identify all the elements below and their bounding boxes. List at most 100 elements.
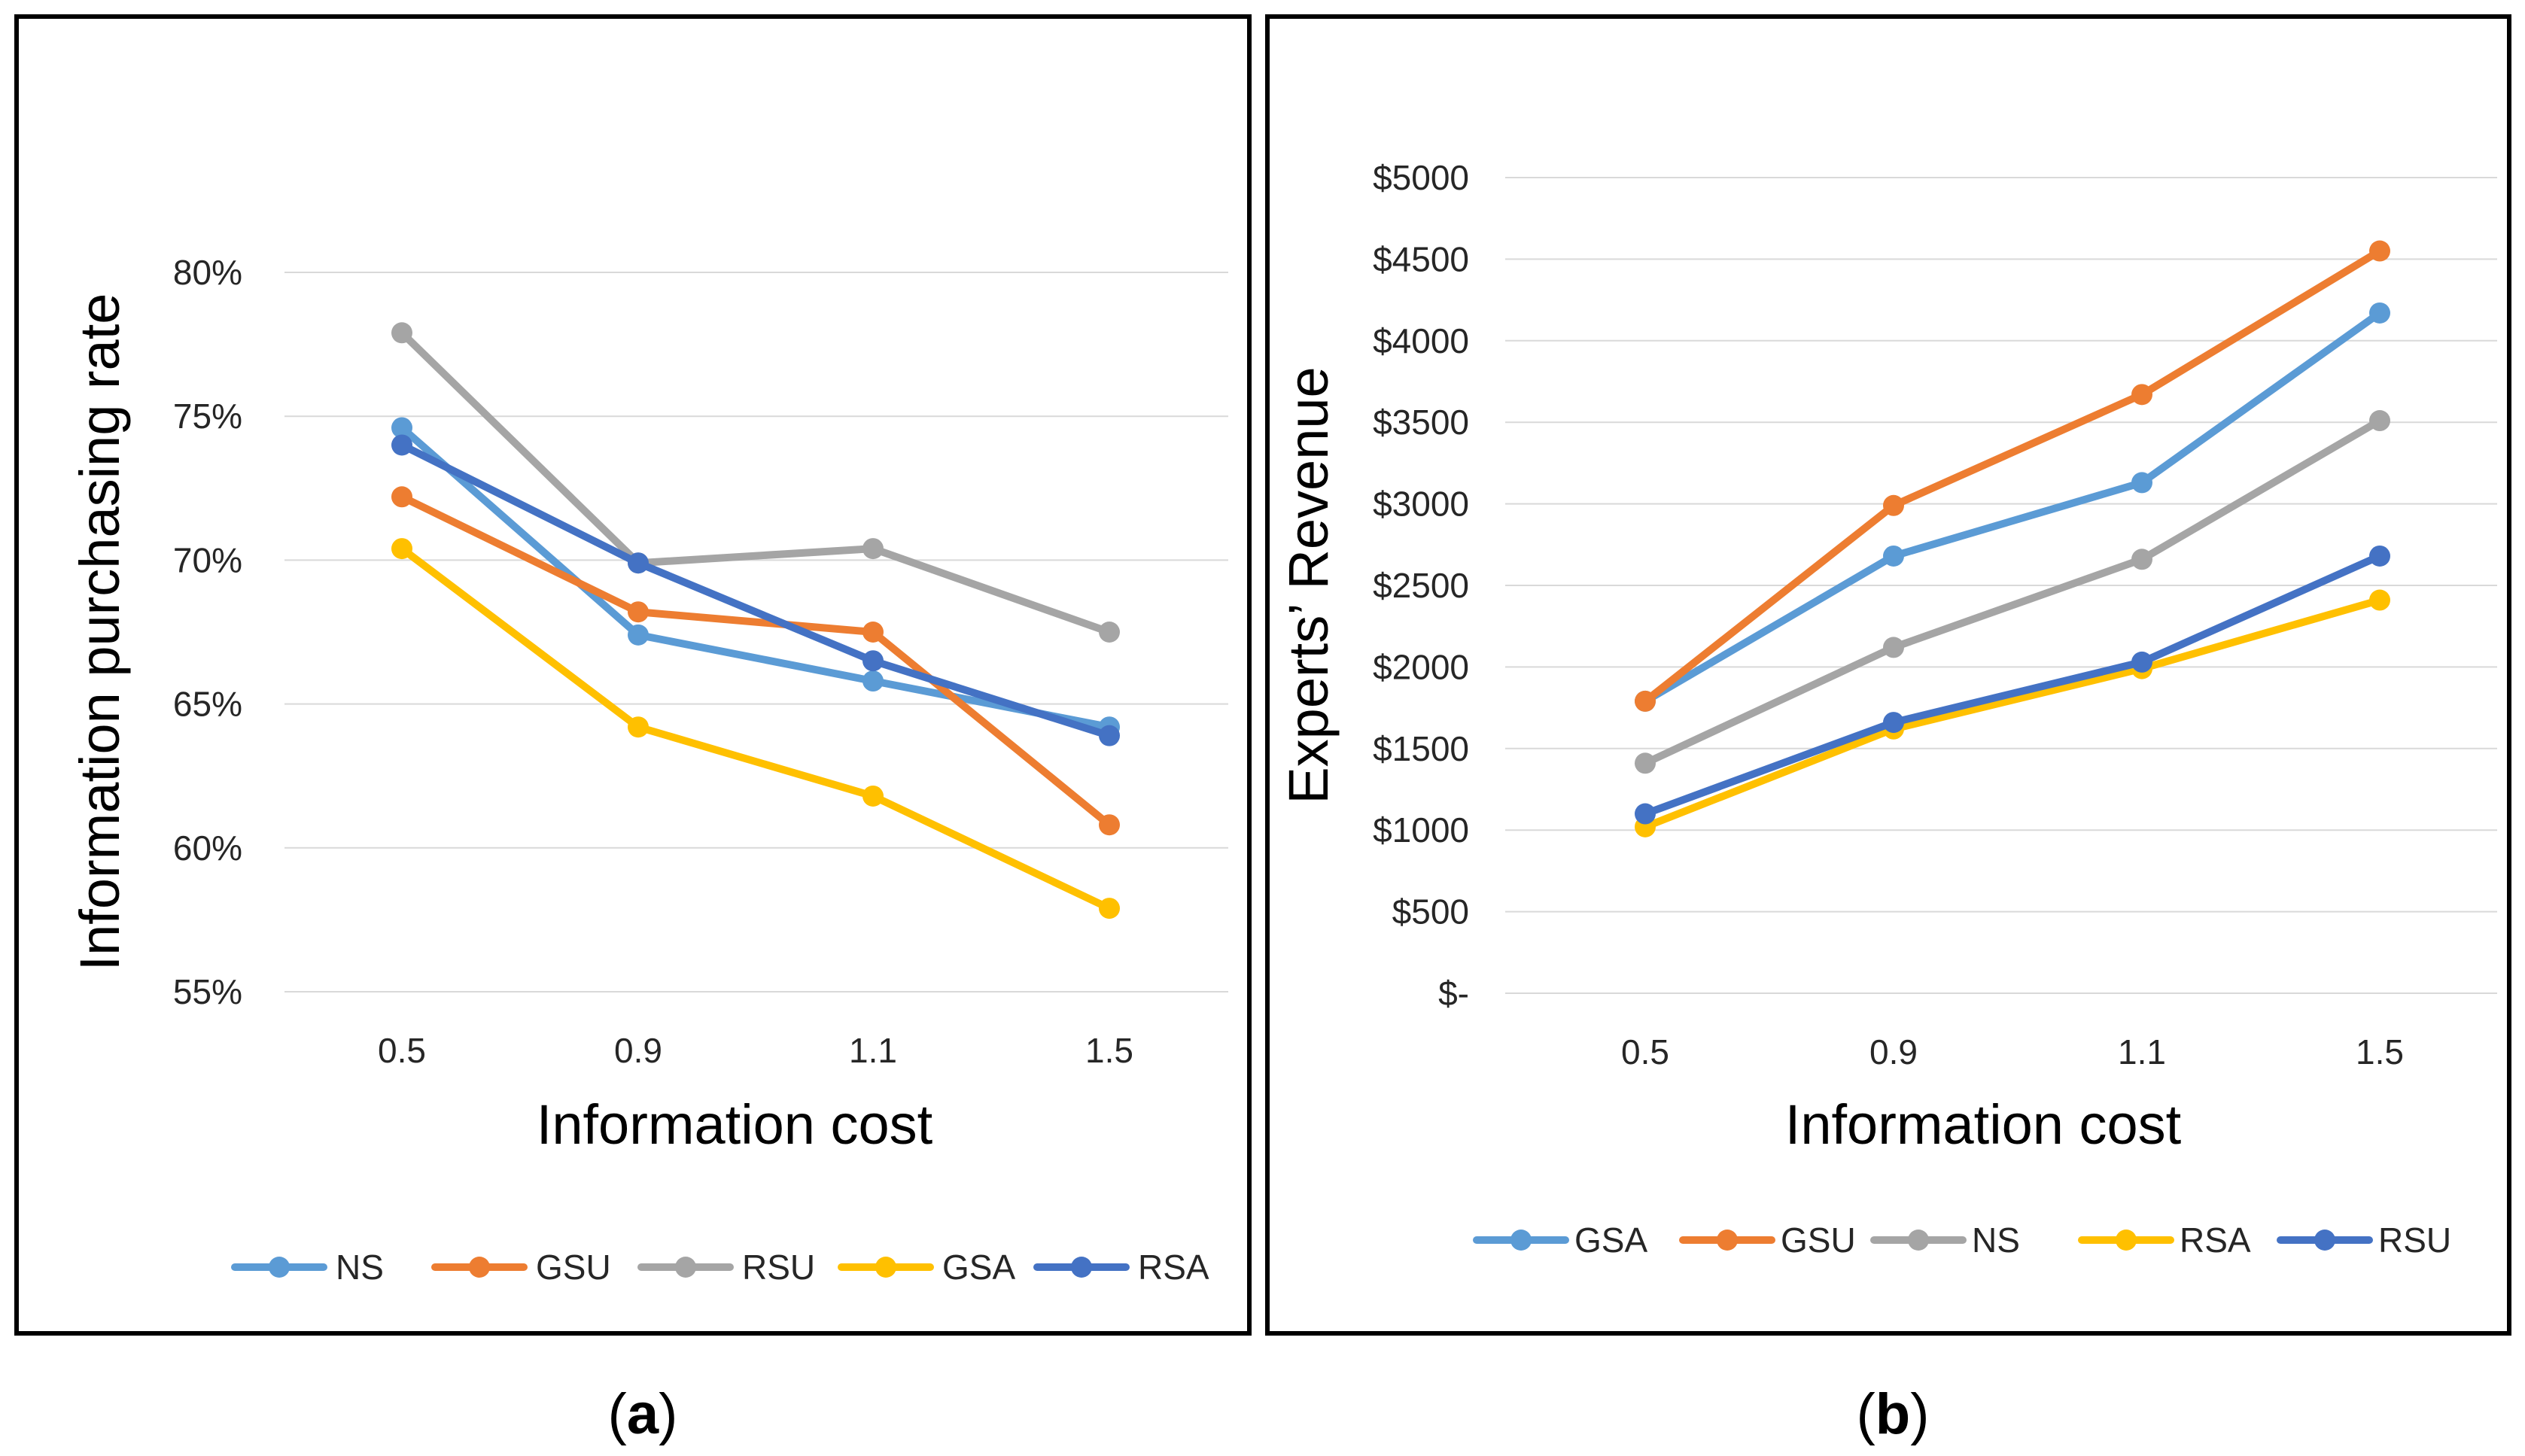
chart-b-legend-gsa-marker (1510, 1230, 1532, 1251)
panel-label-b: (b) (1856, 1382, 1929, 1446)
chart-b-series-rsu-point (1635, 803, 1656, 825)
chart-a-series-gsa-point (1099, 898, 1120, 919)
chart-a-legend-ns-marker (269, 1257, 290, 1278)
chart-a-series-ns-point (628, 624, 649, 646)
chart-b-legend-gsa-label: GSA (1574, 1220, 1647, 1260)
chart-a-series-rsa-line (398, 441, 1113, 740)
chart-a-series-rsu-line (398, 329, 1113, 636)
chart-a-series-rsa-point (862, 650, 884, 672)
chart-a-legend-gsa-marker (875, 1257, 896, 1278)
chart-b-series-rsu-point (2369, 545, 2390, 567)
chart-a-legend-gsa-label: GSA (942, 1248, 1015, 1287)
chart-a-legend-gsu-marker (469, 1257, 490, 1278)
panel-a-frame (14, 14, 1252, 1336)
chart-a-legend-rsa-marker (1071, 1257, 1092, 1278)
chart-a-series-gsa-line (398, 545, 1113, 913)
chart-a-series-rsu-point (1099, 622, 1120, 643)
chart-b-ytick-label: $2500 (1373, 566, 1469, 605)
chart-a-xtick-label: 1.5 (1085, 1031, 1133, 1070)
chart-b-series-gsu-point (2369, 240, 2390, 262)
chart-b-ytick-label: $4500 (1373, 239, 1469, 278)
chart-b-ytick-label: $- (1438, 974, 1469, 1013)
chart-a-series-gsu-line (398, 493, 1113, 829)
chart-a-series-gsu-point (391, 486, 412, 508)
chart-a-ytick-label: 55% (173, 972, 242, 1011)
chart-b-series-gsu-point (1635, 690, 1656, 712)
chart-a-series-gsu-point (628, 601, 649, 623)
chart-b-xtick-label: 0.9 (1869, 1032, 1918, 1071)
chart-a-legend-rsa-label: RSA (1138, 1248, 1209, 1287)
chart-b-series-rsa-line (1641, 596, 2384, 831)
chart-a-series-gsu-point (1099, 814, 1120, 836)
chart-a-ytick-label: 65% (173, 685, 242, 724)
chart-a-ytick-label: 70% (173, 540, 242, 579)
chart-a-series-rsu-point (862, 538, 884, 560)
chart-a-legend-gsu-label: GSU (536, 1248, 611, 1287)
chart-b-series-gsa-point (2369, 302, 2390, 324)
chart-b-series-rsu-line (1641, 552, 2384, 818)
chart-a-ytick-label: 80% (173, 253, 242, 292)
chart-b-xtick-label: 0.5 (1621, 1032, 1669, 1071)
chart-b-series-gsu-line (1641, 247, 2384, 705)
chart-b-xtick-label: 1.1 (2118, 1032, 2166, 1071)
chart-a-y-axis-title: Information purchasing rate (68, 293, 131, 971)
chart-b-series-ns-point (2369, 410, 2390, 432)
chart-b-ytick-label: $2000 (1373, 647, 1469, 686)
chart-panel-b: $- $500 $1000 $1500 $2000 $2500 $3000 $3500 $400… (1277, 158, 2497, 1260)
chart-b-series-gsu-point (2131, 384, 2152, 406)
chart-b-legend-rsu-marker (2314, 1230, 2335, 1251)
chart-b-legend-gsu-label: GSU (1781, 1220, 1856, 1260)
chart-a-legend-rsu-label: RSU (742, 1248, 815, 1287)
chart-b-series-rsa-point (2369, 589, 2390, 611)
chart-b-series-ns-point (1635, 752, 1656, 774)
chart-b-x-axis-title: Information cost (1785, 1093, 2182, 1156)
chart-a-xtick-label: 0.9 (614, 1031, 662, 1070)
chart-b-ytick-label: $4000 (1373, 321, 1469, 360)
chart-b-series-ns-point (1883, 637, 1904, 658)
chart-b-series-gsa-point (2131, 472, 2152, 494)
chart-a-legend-rsu-marker (675, 1257, 696, 1278)
chart-b-xtick-label: 1.5 (2356, 1032, 2404, 1071)
chart-b-legend-rsa-marker (2116, 1230, 2137, 1251)
chart-a-series-gsa-point (628, 716, 649, 738)
chart-b-ytick-label: $3500 (1373, 403, 1469, 442)
chart-b-legend-ns-marker (1908, 1230, 1929, 1251)
chart-b-legend-ns-label: NS (1972, 1220, 2020, 1260)
chart-b-y-axis-title: Experts’ Revenue (1277, 366, 1340, 804)
chart-a-ytick-label: 60% (173, 828, 242, 868)
chart-b-legend-rsa-label: RSA (2180, 1220, 2251, 1260)
chart-b-ytick-label: $1000 (1373, 810, 1469, 850)
chart-b-series-gsa-point (1883, 545, 1904, 567)
chart-a-series-rsa-point (628, 552, 649, 574)
chart-b-ytick-label: $5000 (1373, 158, 1469, 197)
chart-b-series-ns-point (2131, 549, 2152, 570)
chart-b-series-gsa-line (1641, 309, 2384, 705)
chart-a-series-gsu-point (862, 622, 884, 643)
chart-b-ytick-label: $500 (1392, 892, 1469, 932)
chart-a-series-rsa-point (391, 434, 412, 456)
chart-a-ytick-label: 75% (173, 397, 242, 436)
chart-b-legend-gsu-marker (1717, 1230, 1738, 1251)
chart-a-xtick-label: 0.5 (378, 1031, 426, 1070)
chart-a-series-rsu-point (391, 322, 412, 344)
chart-b-series-rsu-point (2131, 651, 2152, 673)
chart-a-legend-ns-label: NS (336, 1248, 384, 1287)
chart-b-series-rsu-point (1883, 712, 1904, 734)
chart-b-ytick-label: $1500 (1373, 729, 1469, 768)
chart-b-series-gsu-point (1883, 494, 1904, 516)
chart-b-ytick-label: $3000 (1373, 485, 1469, 524)
chart-a-series-gsa-point (391, 538, 412, 560)
chart-a-series-ns-line (398, 424, 1113, 731)
chart-b-series-ns-line (1641, 417, 2384, 768)
panel-label-a: (a) (608, 1382, 678, 1446)
chart-panel-a: 55% 60% 65% 70% 75% 80% 0.5 0.9 1.1 1.5 Informatio… (68, 253, 1228, 1287)
chart-a-series-rsa-point (1099, 725, 1120, 746)
chart-a-series-ns-point (862, 670, 884, 692)
chart-b-legend-rsu-label: RSU (2378, 1220, 2451, 1260)
chart-a-series-ns-point (391, 417, 412, 439)
chart-a-series-gsa-point (862, 785, 884, 807)
chart-a-xtick-label: 1.1 (849, 1031, 897, 1070)
panel-b-frame (1265, 14, 2511, 1336)
chart-a-x-axis-title: Information cost (537, 1093, 933, 1156)
